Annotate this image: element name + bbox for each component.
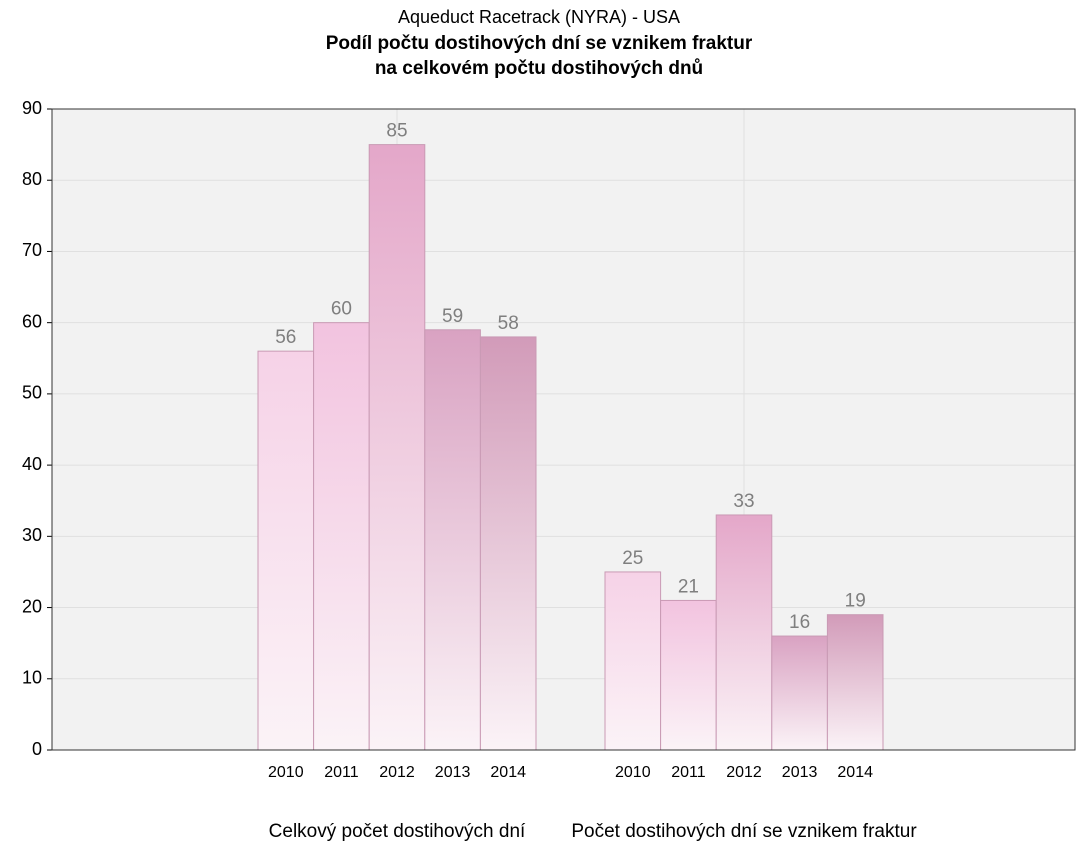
x-tick-label: 2011 bbox=[324, 764, 359, 781]
group-label: Počet dostihových dní se vznikem fraktur bbox=[571, 821, 917, 842]
group-label: Celkový počet dostihových dní bbox=[269, 821, 526, 842]
y-tick-label: 0 bbox=[32, 739, 42, 759]
x-tick-label: 2010 bbox=[268, 764, 304, 781]
bar bbox=[604, 571, 662, 751]
value-label: 85 bbox=[386, 121, 407, 142]
x-tick-label: 2013 bbox=[782, 764, 818, 781]
x-tick-label: 2012 bbox=[726, 764, 762, 781]
chart-title: na celkovém počtu dostihových dnů bbox=[375, 58, 703, 79]
y-tick-label: 20 bbox=[22, 596, 42, 616]
bar bbox=[424, 329, 481, 751]
bar bbox=[257, 350, 315, 751]
y-tick-label: 40 bbox=[22, 454, 42, 474]
bar bbox=[479, 336, 537, 751]
value-label: 19 bbox=[845, 591, 866, 612]
bar bbox=[660, 599, 717, 751]
bar bbox=[313, 322, 370, 751]
value-label: 58 bbox=[498, 313, 519, 334]
y-tick-label: 50 bbox=[22, 383, 42, 403]
y-tick-label: 70 bbox=[22, 240, 42, 260]
plot-area bbox=[52, 109, 1075, 750]
bar bbox=[368, 144, 426, 751]
value-label: 60 bbox=[331, 299, 352, 320]
value-label: 16 bbox=[789, 612, 810, 633]
value-label: 56 bbox=[275, 327, 296, 348]
y-tick-label: 80 bbox=[22, 169, 42, 189]
x-tick-label: 2010 bbox=[615, 764, 651, 781]
value-label: 59 bbox=[442, 306, 463, 327]
y-tick-label: 30 bbox=[22, 525, 42, 545]
x-tick-label: 2014 bbox=[837, 764, 873, 781]
bar bbox=[771, 635, 828, 751]
bar bbox=[826, 614, 884, 751]
chart-subtitle: Aqueduct Racetrack (NYRA) - USA bbox=[398, 7, 680, 27]
x-tick-label: 2014 bbox=[490, 764, 526, 781]
value-label: 21 bbox=[678, 576, 699, 597]
plot-border bbox=[51, 108, 1076, 751]
y-tick-label: 10 bbox=[22, 668, 42, 688]
bar bbox=[715, 514, 773, 751]
value-label: 25 bbox=[622, 548, 643, 569]
y-tick-label: 60 bbox=[22, 311, 42, 331]
y-tick-label: 90 bbox=[22, 98, 42, 118]
chart-title: Podíl počtu dostihových dní se vznikem f… bbox=[326, 33, 753, 54]
x-tick-label: 2011 bbox=[671, 764, 706, 781]
x-tick-label: 2013 bbox=[435, 764, 471, 781]
x-tick-label: 2012 bbox=[379, 764, 415, 781]
value-label: 33 bbox=[733, 491, 754, 512]
